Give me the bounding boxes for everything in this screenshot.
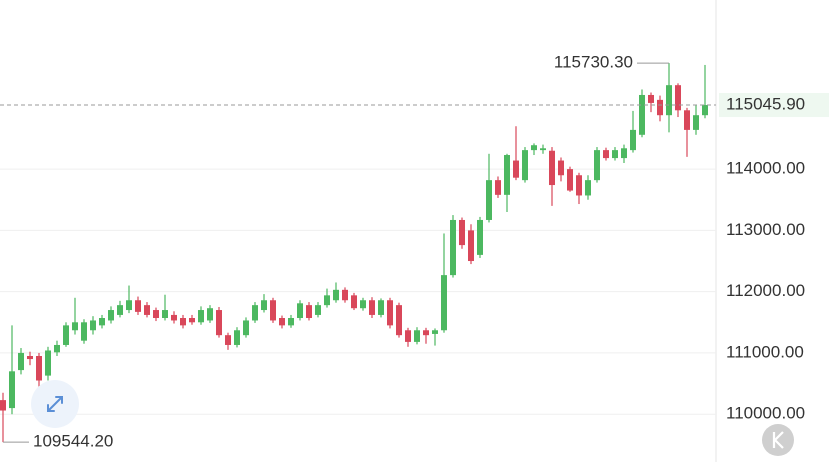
y-tick-label: 113000.00 (726, 220, 805, 239)
candle-body (396, 305, 402, 336)
candle-body (27, 355, 33, 360)
candle-body (342, 289, 348, 301)
candle-body (540, 148, 546, 151)
candle-body (72, 322, 78, 331)
candle-body (684, 110, 690, 130)
y-tick-label: 111000.00 (726, 342, 804, 361)
k-button-bg[interactable] (762, 424, 794, 456)
candle-body (0, 400, 6, 411)
candle-body (666, 85, 672, 116)
candle-body (171, 314, 177, 321)
k-button[interactable] (762, 424, 794, 456)
candle-body (495, 180, 501, 195)
k-icon[interactable] (772, 431, 784, 449)
candle-body (99, 318, 105, 326)
candle-body (531, 145, 537, 151)
candle-body (441, 275, 447, 331)
candle-body (189, 318, 195, 323)
high-label: 115730.30 (554, 53, 633, 72)
expand-button[interactable] (31, 380, 79, 428)
candle-body (36, 355, 42, 381)
candle-body (252, 305, 258, 321)
candle-body (45, 350, 51, 376)
candle-body (648, 94, 654, 103)
candle-body (585, 180, 591, 196)
candle-body (261, 300, 267, 311)
candle-body (450, 219, 456, 276)
candle-body (693, 115, 699, 130)
candle-body (225, 335, 231, 345)
candle-body (630, 129, 636, 151)
grid (0, 168, 716, 415)
candle-body (351, 295, 357, 309)
last-price-bg (719, 93, 829, 118)
candle-body (144, 305, 150, 315)
annotations: 115730.30 109544.20 115045.90 (0, 53, 829, 451)
candle-body (594, 150, 600, 181)
candle-body (108, 310, 114, 321)
candle-body (657, 99, 663, 116)
candle-body (162, 310, 168, 319)
candle-body (306, 305, 312, 319)
candle-body (675, 85, 681, 111)
candle-body (81, 322, 87, 341)
candle-body (63, 325, 69, 345)
candle-body (459, 219, 465, 246)
candle-body (270, 300, 276, 321)
candle-body (603, 150, 609, 159)
last-price-label: 115045.90 (726, 95, 805, 114)
candle-body (126, 300, 132, 311)
candle-body (702, 105, 708, 116)
candle-body (414, 330, 420, 342)
candle-body (468, 230, 474, 262)
candle-body (378, 300, 384, 315)
candle-body (135, 300, 141, 312)
candle-body (216, 310, 222, 336)
candle-body (513, 160, 519, 178)
candle-body (288, 318, 294, 326)
candle-body (324, 295, 330, 306)
candle-body (432, 330, 438, 334)
candle-body (207, 308, 213, 321)
candle-body (621, 148, 627, 159)
candle-body (180, 318, 186, 326)
candle-body (333, 289, 339, 301)
candle-body (18, 352, 24, 371)
candle-body (504, 155, 510, 195)
candle-body (639, 94, 645, 135)
candle-body (522, 150, 528, 181)
candle-body (297, 303, 303, 319)
y-tick-label: 114000.00 (726, 159, 805, 178)
candle-body (153, 310, 159, 319)
candle-body (54, 344, 60, 353)
candle-body (549, 150, 555, 186)
candle-body (360, 300, 366, 309)
candle-body (477, 219, 483, 255)
candle-body (90, 320, 96, 331)
candle-body (486, 180, 492, 220)
candle-body (9, 371, 15, 409)
expand-icon[interactable] (47, 396, 63, 412)
candles (0, 63, 708, 443)
y-tick-label: 112000.00 (726, 281, 805, 300)
candle-body (243, 320, 249, 336)
candle-body (423, 330, 429, 336)
candle-body (405, 330, 411, 342)
candle-body (567, 169, 573, 191)
y-tick-label: 110000.00 (726, 404, 805, 423)
candle-body (234, 330, 240, 345)
candle-body (117, 305, 123, 315)
candle-body (612, 150, 618, 159)
candle-body (576, 175, 582, 196)
low-label: 109544.20 (33, 432, 113, 451)
candle-body (558, 160, 564, 176)
candle-body (369, 300, 375, 315)
candle-body (279, 318, 285, 326)
candle-body (387, 300, 393, 326)
candle-body (315, 305, 321, 315)
candle-body (198, 310, 204, 323)
